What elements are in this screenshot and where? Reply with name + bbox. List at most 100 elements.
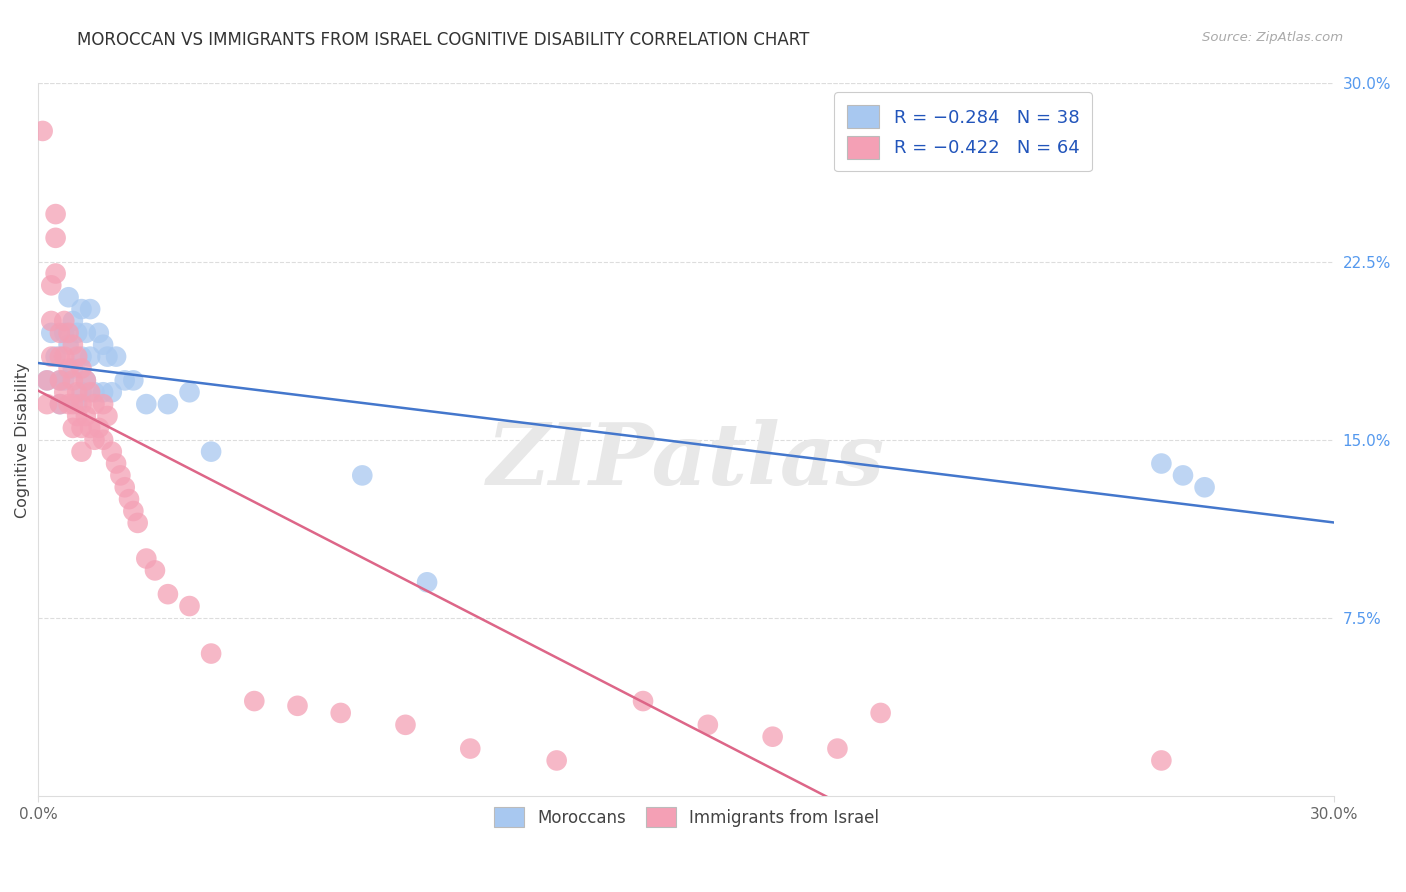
Point <box>762 730 785 744</box>
Point <box>91 397 114 411</box>
Point <box>546 754 568 768</box>
Point <box>135 551 157 566</box>
Point <box>200 647 222 661</box>
Point <box>35 373 58 387</box>
Point <box>1150 457 1173 471</box>
Point <box>53 385 76 400</box>
Point <box>45 350 67 364</box>
Point <box>156 587 179 601</box>
Point <box>62 373 84 387</box>
Point <box>49 373 72 387</box>
Point <box>110 468 132 483</box>
Point <box>91 337 114 351</box>
Point <box>127 516 149 530</box>
Point <box>87 326 110 340</box>
Point <box>31 124 53 138</box>
Point <box>1150 754 1173 768</box>
Point <box>45 207 67 221</box>
Point <box>458 741 481 756</box>
Point <box>287 698 309 713</box>
Point <box>869 706 891 720</box>
Point <box>53 326 76 340</box>
Point <box>114 373 136 387</box>
Point <box>156 397 179 411</box>
Point <box>45 231 67 245</box>
Point <box>53 373 76 387</box>
Point <box>35 397 58 411</box>
Point <box>70 444 93 458</box>
Point <box>79 350 101 364</box>
Point <box>179 385 201 400</box>
Point <box>70 385 93 400</box>
Point <box>66 326 89 340</box>
Point <box>118 492 141 507</box>
Point <box>58 326 80 340</box>
Point <box>58 337 80 351</box>
Point <box>70 361 93 376</box>
Point <box>696 718 718 732</box>
Point <box>49 397 72 411</box>
Point <box>35 373 58 387</box>
Point <box>96 350 118 364</box>
Point <box>105 457 128 471</box>
Point <box>39 326 62 340</box>
Point <box>62 421 84 435</box>
Point <box>79 302 101 317</box>
Point <box>58 397 80 411</box>
Point <box>352 468 374 483</box>
Point <box>329 706 352 720</box>
Point <box>39 350 62 364</box>
Point <box>49 397 72 411</box>
Point <box>631 694 654 708</box>
Point <box>83 385 105 400</box>
Point <box>135 397 157 411</box>
Point <box>62 314 84 328</box>
Y-axis label: Cognitive Disability: Cognitive Disability <box>15 362 30 517</box>
Point <box>58 361 80 376</box>
Point <box>122 504 145 518</box>
Point <box>75 373 97 387</box>
Text: ZIPatlas: ZIPatlas <box>488 419 886 503</box>
Point <box>1194 480 1216 494</box>
Point <box>49 350 72 364</box>
Point <box>100 444 122 458</box>
Text: Source: ZipAtlas.com: Source: ZipAtlas.com <box>1202 31 1343 45</box>
Point <box>200 444 222 458</box>
Point <box>394 718 416 732</box>
Point <box>70 350 93 364</box>
Point <box>45 267 67 281</box>
Point <box>62 337 84 351</box>
Point <box>53 350 76 364</box>
Point <box>66 385 89 400</box>
Point <box>179 599 201 613</box>
Point <box>87 421 110 435</box>
Point <box>122 373 145 387</box>
Point <box>58 290 80 304</box>
Point <box>243 694 266 708</box>
Point <box>66 409 89 423</box>
Point <box>91 385 114 400</box>
Point <box>1171 468 1194 483</box>
Point <box>75 326 97 340</box>
Point <box>416 575 439 590</box>
Point <box>70 302 93 317</box>
Point <box>75 373 97 387</box>
Legend: Moroccans, Immigrants from Israel: Moroccans, Immigrants from Israel <box>486 800 886 834</box>
Point <box>96 409 118 423</box>
Point <box>79 421 101 435</box>
Point <box>66 397 89 411</box>
Point <box>79 385 101 400</box>
Point <box>143 563 166 577</box>
Point <box>53 314 76 328</box>
Text: MOROCCAN VS IMMIGRANTS FROM ISRAEL COGNITIVE DISABILITY CORRELATION CHART: MOROCCAN VS IMMIGRANTS FROM ISRAEL COGNI… <box>77 31 810 49</box>
Point <box>827 741 849 756</box>
Point <box>49 326 72 340</box>
Point <box>70 397 93 411</box>
Point <box>49 373 72 387</box>
Point <box>114 480 136 494</box>
Point <box>83 397 105 411</box>
Point <box>70 421 93 435</box>
Point <box>100 385 122 400</box>
Point <box>39 314 62 328</box>
Point <box>39 278 62 293</box>
